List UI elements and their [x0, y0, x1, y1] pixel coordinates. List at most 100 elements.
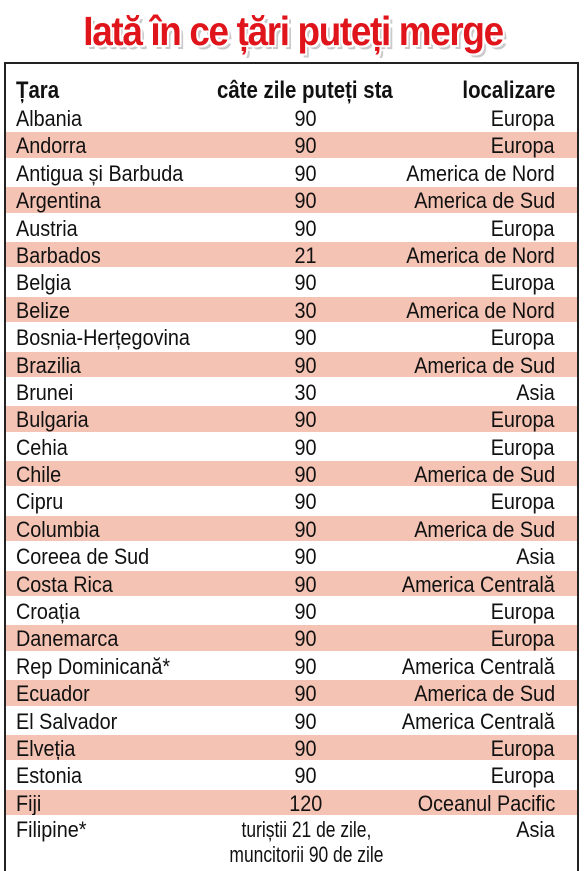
cell-location: Asia [516, 379, 555, 405]
table-row: Columbia 90 America de Sud [6, 515, 577, 544]
table-row: Estonia 90 Europa [6, 762, 577, 789]
cell-location: Europa [491, 599, 555, 625]
cell-days: 90 [294, 681, 318, 707]
cell-days: 90 [294, 106, 318, 131]
cell-location: Europa [491, 626, 555, 652]
cell-location: America de Nord [406, 160, 555, 186]
cell-days: 30 [294, 297, 318, 323]
cell-location: America de Sud [414, 681, 555, 707]
cell-country: Elveția [16, 735, 76, 761]
cell-country: Albania [16, 106, 83, 131]
cell-location: Europa [491, 407, 555, 433]
cell-country: Cehia [16, 434, 68, 460]
cell-country: Chile [16, 462, 62, 488]
cell-location: America Centrală [402, 571, 555, 597]
table-row: Brunei 30 Asia [6, 379, 577, 406]
table-row: Rep Dominicană* 90 America Centrală [6, 653, 577, 680]
cell-location: America de Sud [414, 352, 555, 378]
cell-location: Europa [491, 489, 555, 515]
cell-location: Europa [491, 735, 555, 761]
table-row: Austria 90 Europa [6, 215, 577, 242]
cell-location: Asia [516, 817, 555, 843]
table-row: Croația 90 Europa [6, 598, 577, 625]
cell-location: Europa [491, 215, 555, 241]
cell-days: 120 [289, 790, 323, 816]
cell-days: 90 [294, 215, 318, 241]
cell-country: Belgia [16, 270, 72, 296]
cell-days: 90 [294, 270, 318, 296]
table-row: Elveția 90 Europa [6, 734, 577, 763]
cell-country: Andorra [16, 133, 87, 159]
cell-country: Filipine* [16, 817, 87, 843]
cell-days: 90 [294, 626, 318, 652]
cell-country: Coreea de Sud [16, 544, 150, 570]
table-row: Fiji 120 Oceanul Pacific [6, 789, 577, 818]
table-row: Cehia 90 Europa [6, 434, 577, 461]
cell-country: Fiji [16, 790, 42, 816]
cell-days: 90 [294, 763, 318, 789]
cell-days: 30 [294, 379, 318, 405]
header-country: Țara [16, 77, 60, 104]
table-row: Bosnia-Herțegovina 90 Europa [6, 324, 577, 351]
cell-days: 90 [294, 489, 318, 515]
table-row: Belgia 90 Europa [6, 269, 577, 296]
table-row: Argentina 90 America de Sud [6, 187, 577, 215]
table-body: Albania 90 Europa Andorra 90 Europa Antigua și… [6, 105, 577, 869]
cell-country: Barbados [16, 242, 101, 268]
cell-location: America de Nord [406, 297, 555, 323]
table-row: Andorra 90 Europa [6, 132, 577, 161]
table-row: Brazilia 90 America de Sud [6, 351, 577, 380]
cell-location: Europa [491, 133, 555, 159]
cell-country: Costa Rica [16, 571, 113, 597]
cell-days: 90 [294, 516, 318, 542]
cell-location: Europa [491, 763, 555, 789]
table-row: Danemarca 90 Europa [6, 625, 577, 654]
cell-location: America Centrală [402, 653, 555, 679]
cell-location: Europa [491, 325, 555, 351]
countries-table: Țara câte zile puteți sta localizare Alb… [4, 62, 579, 871]
table-row: Chile 90 America de Sud [6, 461, 577, 489]
table-row: Ecuador 90 America de Sud [6, 680, 577, 708]
cell-country: Rep Dominicană* [16, 653, 171, 679]
cell-location: America de Sud [414, 188, 555, 214]
cell-country: Cipru [16, 489, 64, 515]
cell-country: Bulgaria [16, 407, 89, 433]
cell-location: Europa [491, 106, 555, 131]
cell-country: Antigua și Barbuda [16, 160, 184, 186]
table-row: Antigua și Barbuda 90 America de Nord [6, 160, 577, 187]
cell-country: Argentina [16, 188, 101, 214]
cell-location: America de Sud [414, 462, 555, 488]
table-row: Coreea de Sud 90 Asia [6, 543, 577, 570]
cell-country: El Salvador [16, 708, 118, 734]
cell-location: Asia [516, 544, 555, 570]
table-row: Albania 90 Europa [6, 105, 577, 132]
cell-days: 90 [294, 462, 318, 488]
cell-location: Oceanul Pacific [417, 790, 555, 816]
cell-location: Europa [491, 270, 555, 296]
table-row: Cipru 90 Europa [6, 488, 577, 515]
cell-days: 90 [294, 133, 318, 159]
cell-days-line2: muncitorii 90 de zile [229, 842, 383, 868]
cell-days: 90 [294, 325, 318, 351]
cell-days: 90 [294, 188, 318, 214]
table-row: Belize 30 America de Nord [6, 296, 577, 325]
page-title: Iată în ce țări puteți merge [83, 7, 504, 54]
cell-location: America de Sud [414, 516, 555, 542]
cell-days: 90 [294, 599, 318, 625]
cell-country: Brazilia [16, 352, 81, 378]
header-days: câte zile puteți sta [217, 77, 393, 104]
table-row: Bulgaria 90 Europa [6, 406, 577, 435]
table-row: Filipine* turiștii 21 de zile, muncitorii … [6, 817, 577, 869]
cell-location: Europa [491, 434, 555, 460]
cell-days: 90 [294, 571, 318, 597]
cell-days: 21 [294, 242, 318, 268]
cell-days: 90 [294, 735, 318, 761]
cell-days: 90 [294, 653, 318, 679]
header-location: localizare [462, 77, 555, 104]
cell-days-lines: turiștii 21 de zile, muncitorii 90 de zil… [219, 817, 394, 867]
cell-country: Columbia [16, 516, 100, 542]
table-row: El Salvador 90 America Centrală [6, 708, 577, 735]
cell-country: Belize [16, 297, 70, 323]
cell-country: Estonia [16, 763, 83, 789]
cell-country: Croația [16, 599, 80, 625]
